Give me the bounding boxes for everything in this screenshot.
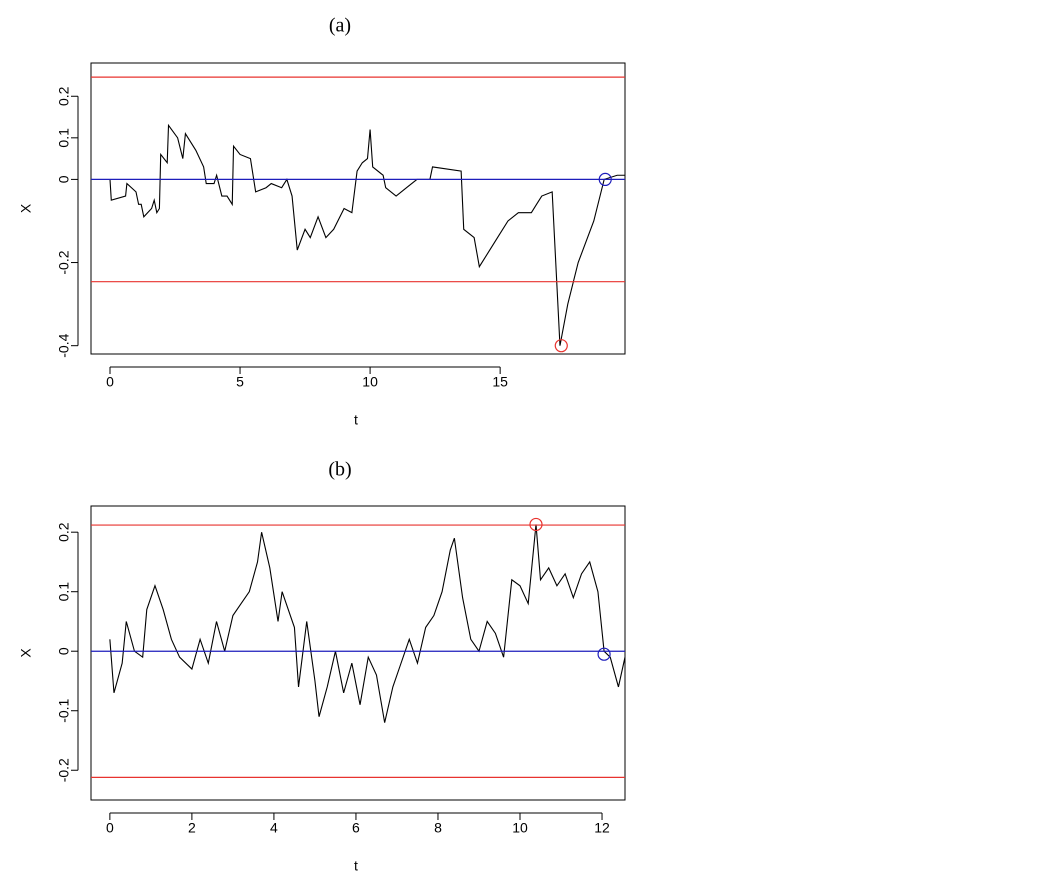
x-tick-label: 10: [362, 374, 378, 390]
data-line: [109, 524, 625, 723]
y-tick-label: 0.2: [56, 522, 72, 542]
x-tick-label: 0: [106, 374, 114, 390]
x-axis-label: t: [354, 858, 358, 874]
marker: [554, 339, 568, 353]
y-tick-label: -0.4: [56, 333, 72, 357]
y-tick-label: -0.1: [56, 698, 72, 722]
y-tick-label: 0: [56, 175, 72, 183]
x-tick-label: 15: [492, 374, 508, 390]
y-axis-label: X: [18, 648, 34, 658]
x-tick-label: 8: [434, 820, 442, 836]
x-axis-label: t: [354, 412, 358, 428]
marker: [598, 172, 612, 186]
marker: [597, 647, 611, 661]
plot-box: [90, 62, 626, 355]
chart-title: (a): [329, 15, 351, 37]
x-tick-label: 5: [236, 374, 244, 390]
y-tick-label: 0.1: [56, 582, 72, 602]
marker: [529, 517, 543, 532]
y-tick-label: 0.2: [56, 86, 72, 106]
y-axis-label: X: [18, 203, 34, 213]
y-tick-label: -0.2: [56, 758, 72, 782]
chart-title: (b): [328, 459, 351, 481]
y-tick-label: -0.2: [56, 250, 72, 274]
x-tick-label: 10: [512, 820, 528, 836]
x-tick-label: 6: [352, 820, 360, 836]
plot-area: [109, 123, 625, 346]
x-tick-label: 0: [106, 820, 114, 836]
plot-box: [90, 505, 626, 801]
data-line: [109, 123, 625, 346]
plot-area: [109, 524, 625, 723]
x-tick-label: 12: [594, 820, 610, 836]
x-tick-label: 4: [270, 820, 278, 836]
y-tick-label: 0: [56, 647, 72, 655]
y-tick-label: 0.1: [56, 128, 72, 148]
x-tick-label: 2: [188, 820, 196, 836]
